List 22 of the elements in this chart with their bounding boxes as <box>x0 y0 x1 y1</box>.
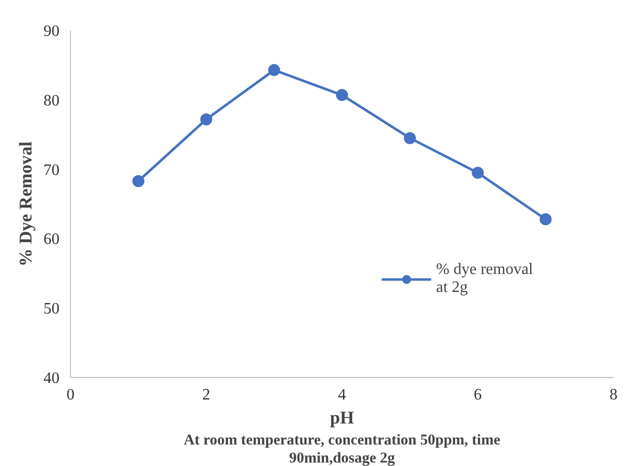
y-tick-label: 90 <box>44 23 60 40</box>
x-tick-label: 4 <box>338 386 346 404</box>
x-tick-label: 2 <box>202 386 210 404</box>
y-tick-label: 40 <box>44 370 60 387</box>
point <box>336 89 348 102</box>
legend-label: % dye removal at 2g <box>436 261 533 297</box>
x-tick-label: 0 <box>66 386 74 404</box>
y-tick-label: 70 <box>44 162 60 179</box>
y-tick-label: 80 <box>44 92 60 110</box>
x-tick-label: 8 <box>610 386 618 404</box>
y-axis-title: % Dye Removal <box>16 142 36 266</box>
x-axis-title: pH <box>330 408 354 428</box>
point <box>472 166 484 179</box>
point <box>132 175 144 188</box>
y-tick-label: 60 <box>44 231 60 248</box>
point <box>200 113 212 126</box>
y-tick-label: 50 <box>44 300 60 318</box>
x-tick-label: 6 <box>474 386 482 404</box>
point <box>268 64 280 76</box>
point <box>404 132 416 144</box>
point <box>540 213 552 226</box>
text: At room temperature, concentration 50ppm, time 90min,dosage 2g <box>184 432 501 466</box>
